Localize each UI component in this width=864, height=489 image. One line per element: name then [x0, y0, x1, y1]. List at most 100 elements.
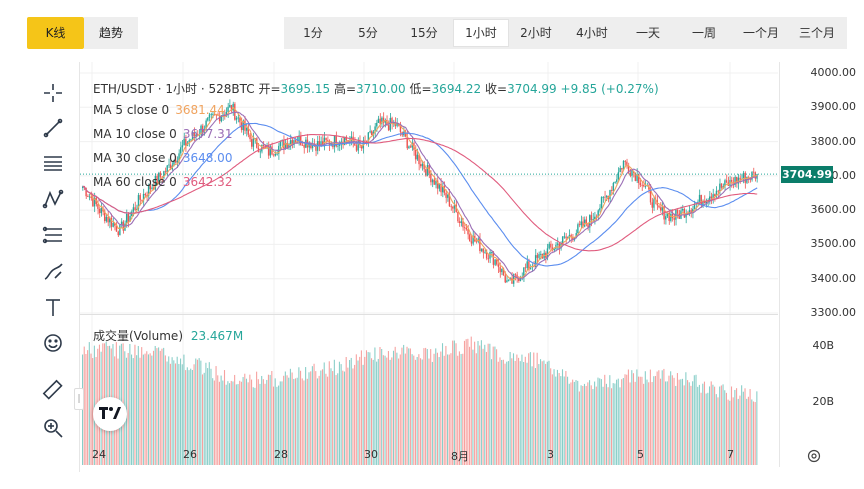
candle-body	[516, 274, 518, 279]
ma-label: MA 30 close 0	[93, 151, 177, 165]
volume-bar	[131, 354, 133, 465]
tv-logo-icon	[99, 407, 121, 419]
candle-body	[638, 174, 640, 184]
candle-body	[717, 190, 719, 192]
candle-body	[190, 139, 192, 141]
candle-body	[300, 135, 302, 145]
candle-body	[600, 197, 603, 209]
candle-body	[685, 213, 687, 218]
volume-bar	[386, 357, 388, 465]
volume-bar	[614, 383, 616, 465]
candle-body	[131, 211, 133, 216]
interval-2[interactable]: 15分	[410, 26, 438, 40]
candle-body	[578, 224, 581, 226]
x-tick-label: 26	[183, 448, 197, 461]
volume-bar	[245, 378, 248, 465]
candle-body	[291, 140, 293, 146]
candle-body	[208, 114, 211, 118]
candle-body	[614, 181, 616, 183]
candle-body	[548, 243, 550, 249]
volume-bar	[506, 361, 508, 465]
interval-3[interactable]: 1小时	[453, 19, 509, 47]
candle-body	[82, 186, 84, 188]
text-icon[interactable]	[36, 292, 70, 322]
brush-icon[interactable]	[36, 256, 70, 286]
pane-collapse-handle[interactable]: |	[74, 388, 84, 410]
price-chart[interactable]	[80, 62, 778, 465]
candle-body	[367, 132, 369, 142]
volume-bar	[343, 371, 346, 465]
volume-bar	[134, 344, 136, 465]
volume-bar	[516, 354, 518, 465]
volume-bar	[213, 380, 215, 465]
candle-body	[736, 177, 738, 184]
volume-bar	[227, 381, 229, 465]
candle-body	[396, 123, 398, 126]
volume-bar	[387, 351, 389, 465]
volume-bar	[546, 361, 548, 465]
crosshair-icon[interactable]	[36, 78, 70, 108]
candle-body	[333, 135, 336, 148]
volume-bar	[541, 361, 543, 465]
candle-body	[561, 236, 564, 244]
candle-body	[425, 169, 427, 176]
ruler-icon[interactable]	[36, 375, 70, 405]
candle-body	[670, 213, 672, 221]
candle-body	[247, 127, 250, 135]
volume-bar	[296, 377, 298, 465]
volume-bar	[472, 349, 474, 465]
volume-bar	[379, 347, 381, 465]
view-tab-1[interactable]: 趋势	[84, 17, 138, 49]
interval-1[interactable]: 5分	[358, 26, 378, 40]
candle-body	[715, 190, 718, 197]
volume-bar	[698, 384, 700, 465]
volume-bar	[634, 381, 636, 465]
volume-bar	[376, 361, 378, 465]
volume-bar	[401, 347, 403, 465]
chart-settings-icon[interactable]	[806, 448, 822, 464]
horizontal-lines-icon[interactable]	[36, 148, 70, 178]
volume-bar	[425, 347, 427, 465]
emoji-icon[interactable]	[36, 328, 70, 358]
volume-bar	[278, 385, 280, 465]
volume-bar	[274, 378, 276, 465]
interval-0[interactable]: 1分	[303, 26, 323, 40]
interval-5[interactable]: 4小时	[576, 26, 608, 40]
candle-body	[440, 183, 442, 193]
interval-6[interactable]: 一天	[635, 26, 660, 40]
interval-8[interactable]: 一个月	[742, 26, 779, 40]
volume-bar	[156, 348, 158, 465]
pattern-icon[interactable]	[36, 184, 70, 214]
interval-7[interactable]: 一周	[691, 26, 716, 40]
fibonacci-icon[interactable]	[36, 221, 70, 251]
view-tab-0[interactable]: K线	[27, 17, 84, 49]
candle-body	[310, 143, 312, 149]
volume-bar	[164, 355, 166, 465]
candle-body	[112, 223, 114, 227]
volume-bar	[514, 360, 516, 465]
zoom-in-icon[interactable]	[36, 413, 70, 443]
volume-bar	[450, 353, 452, 465]
pane-divider[interactable]	[80, 314, 778, 315]
volume-bar	[727, 399, 729, 465]
volume-bar	[159, 350, 161, 465]
candle-body	[732, 182, 735, 186]
tradingview-logo[interactable]	[93, 397, 127, 431]
volume-bar	[411, 354, 413, 465]
interval-4[interactable]: 2小时	[520, 26, 552, 40]
volume-bar	[518, 357, 520, 465]
volume-bar	[687, 380, 689, 465]
y-tick-label: 4000.00	[810, 66, 857, 79]
interval-9[interactable]: 三个月	[798, 26, 835, 40]
candle-body	[173, 160, 175, 166]
volume-bar	[210, 368, 212, 465]
candle-body	[100, 207, 102, 214]
volume-bar	[639, 376, 641, 465]
volume-bar	[239, 380, 241, 465]
candle-body	[294, 140, 297, 143]
candle-body	[546, 248, 549, 258]
candle-body	[404, 131, 407, 137]
candle-body	[725, 180, 728, 183]
trendline-icon[interactable]	[36, 113, 70, 143]
candle-body	[327, 140, 329, 141]
